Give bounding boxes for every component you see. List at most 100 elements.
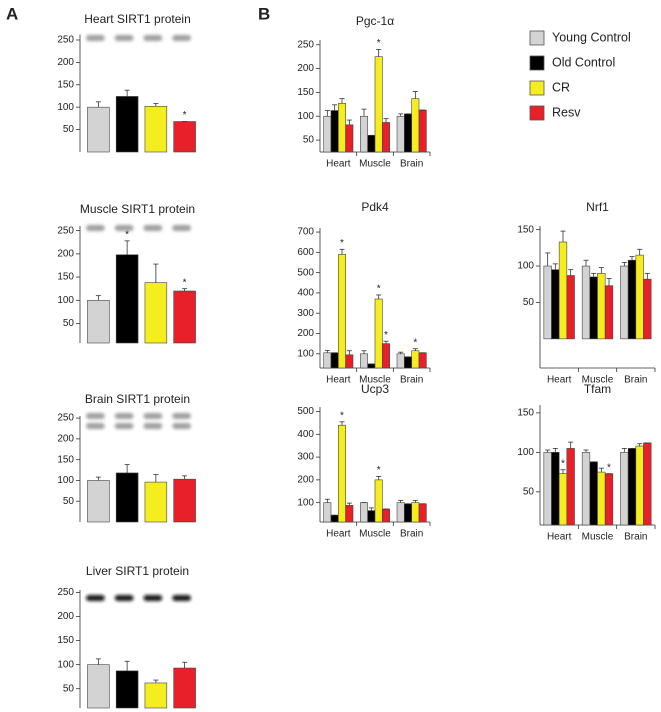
blot-band <box>172 423 191 429</box>
blot-band <box>143 595 163 601</box>
bar <box>173 290 196 344</box>
legend-label: CR <box>552 80 570 94</box>
chart-title: Liver SIRT1 protein <box>86 564 189 578</box>
bar <box>589 461 598 526</box>
blot-band <box>86 225 105 231</box>
bar <box>543 452 552 526</box>
y-tick-label: 150 <box>57 272 74 283</box>
bar <box>643 278 652 340</box>
y-tick-label: 50 <box>63 124 75 135</box>
bar <box>374 479 383 523</box>
significance-mark: * <box>561 458 565 469</box>
y-tick-label: 50 <box>303 135 315 146</box>
y-tick-label: 150 <box>57 454 74 465</box>
significance-mark: * <box>340 410 344 421</box>
bar <box>323 115 332 153</box>
legend-label: Old Control <box>552 55 615 69</box>
bar <box>404 113 412 153</box>
bar <box>597 471 606 526</box>
bar <box>367 363 376 369</box>
bar <box>87 299 110 344</box>
chart-title: Nrf1 <box>586 200 609 214</box>
significance-mark: * <box>125 229 129 240</box>
bar <box>360 115 368 153</box>
bar <box>411 502 420 523</box>
chart-title: Tfam <box>584 382 611 396</box>
legend-swatch <box>529 55 545 71</box>
y-tick-label: 200 <box>297 328 314 339</box>
significance-mark: * <box>183 110 187 121</box>
blot-band <box>86 35 105 41</box>
y-tick-label: 150 <box>297 87 314 98</box>
y-tick-label: 250 <box>57 587 74 598</box>
y-tick-label: 100 <box>57 659 74 670</box>
y-tick-label: 50 <box>63 683 75 694</box>
bar <box>635 445 644 526</box>
blot-band <box>143 413 163 419</box>
blot-band <box>86 413 105 419</box>
bar <box>115 96 139 153</box>
x-tick-label: Heart <box>326 159 351 170</box>
bar <box>345 505 354 523</box>
y-tick-label: 200 <box>57 611 74 622</box>
bar <box>581 452 591 526</box>
blot-band <box>86 423 105 429</box>
bar <box>543 265 552 340</box>
blot-band <box>143 35 163 41</box>
panel-label: A <box>6 4 18 23</box>
x-tick-label: Heart <box>547 375 572 386</box>
bar <box>396 502 405 523</box>
bar <box>360 502 368 523</box>
x-tick-label: Heart <box>547 532 572 543</box>
bar <box>144 105 168 153</box>
significance-mark: * <box>377 465 381 476</box>
bar <box>551 269 560 340</box>
bar <box>604 285 614 340</box>
y-tick-label: 150 <box>517 224 534 235</box>
blot-band <box>172 595 191 601</box>
bar <box>643 442 652 526</box>
bar <box>558 241 568 340</box>
x-tick-label: Brain <box>400 529 423 540</box>
chart-title: Brain SIRT1 protein <box>85 392 190 406</box>
bar <box>360 353 368 369</box>
bar <box>396 115 405 153</box>
x-tick-label: Muscle <box>359 375 391 386</box>
y-tick-label: 200 <box>297 63 314 74</box>
bar <box>620 265 629 340</box>
bar <box>338 254 346 369</box>
y-tick-label: 500 <box>297 406 314 417</box>
bar <box>589 276 598 340</box>
significance-mark: * <box>413 337 417 348</box>
y-tick-label: 250 <box>57 413 74 424</box>
y-tick-label: 400 <box>297 288 314 299</box>
blot-band <box>86 595 105 601</box>
x-tick-label: Brain <box>400 375 423 386</box>
bar <box>144 481 168 523</box>
y-tick-label: 150 <box>517 408 534 419</box>
bar <box>566 448 575 526</box>
y-tick-label: 100 <box>57 295 74 306</box>
bar <box>374 56 383 153</box>
bar <box>87 480 110 523</box>
y-tick-label: 150 <box>57 635 74 646</box>
y-tick-label: 250 <box>57 225 74 236</box>
bar <box>382 508 390 523</box>
bar <box>144 682 168 709</box>
x-tick-label: Brain <box>400 159 423 170</box>
bar <box>323 352 332 369</box>
chart-title: Pdk4 <box>361 200 389 214</box>
y-tick-label: 100 <box>57 475 74 486</box>
blot-band <box>143 225 163 231</box>
significance-mark: * <box>377 38 381 49</box>
y-tick-label: 200 <box>297 475 314 486</box>
bar <box>115 670 139 709</box>
x-tick-label: Muscle <box>359 529 391 540</box>
y-tick-label: 250 <box>57 35 74 46</box>
bar <box>627 259 637 340</box>
significance-mark: * <box>377 284 381 295</box>
blot-band <box>114 35 134 41</box>
blot-band <box>143 423 163 429</box>
x-tick-label: Heart <box>326 375 351 386</box>
y-tick-label: 100 <box>297 497 314 508</box>
